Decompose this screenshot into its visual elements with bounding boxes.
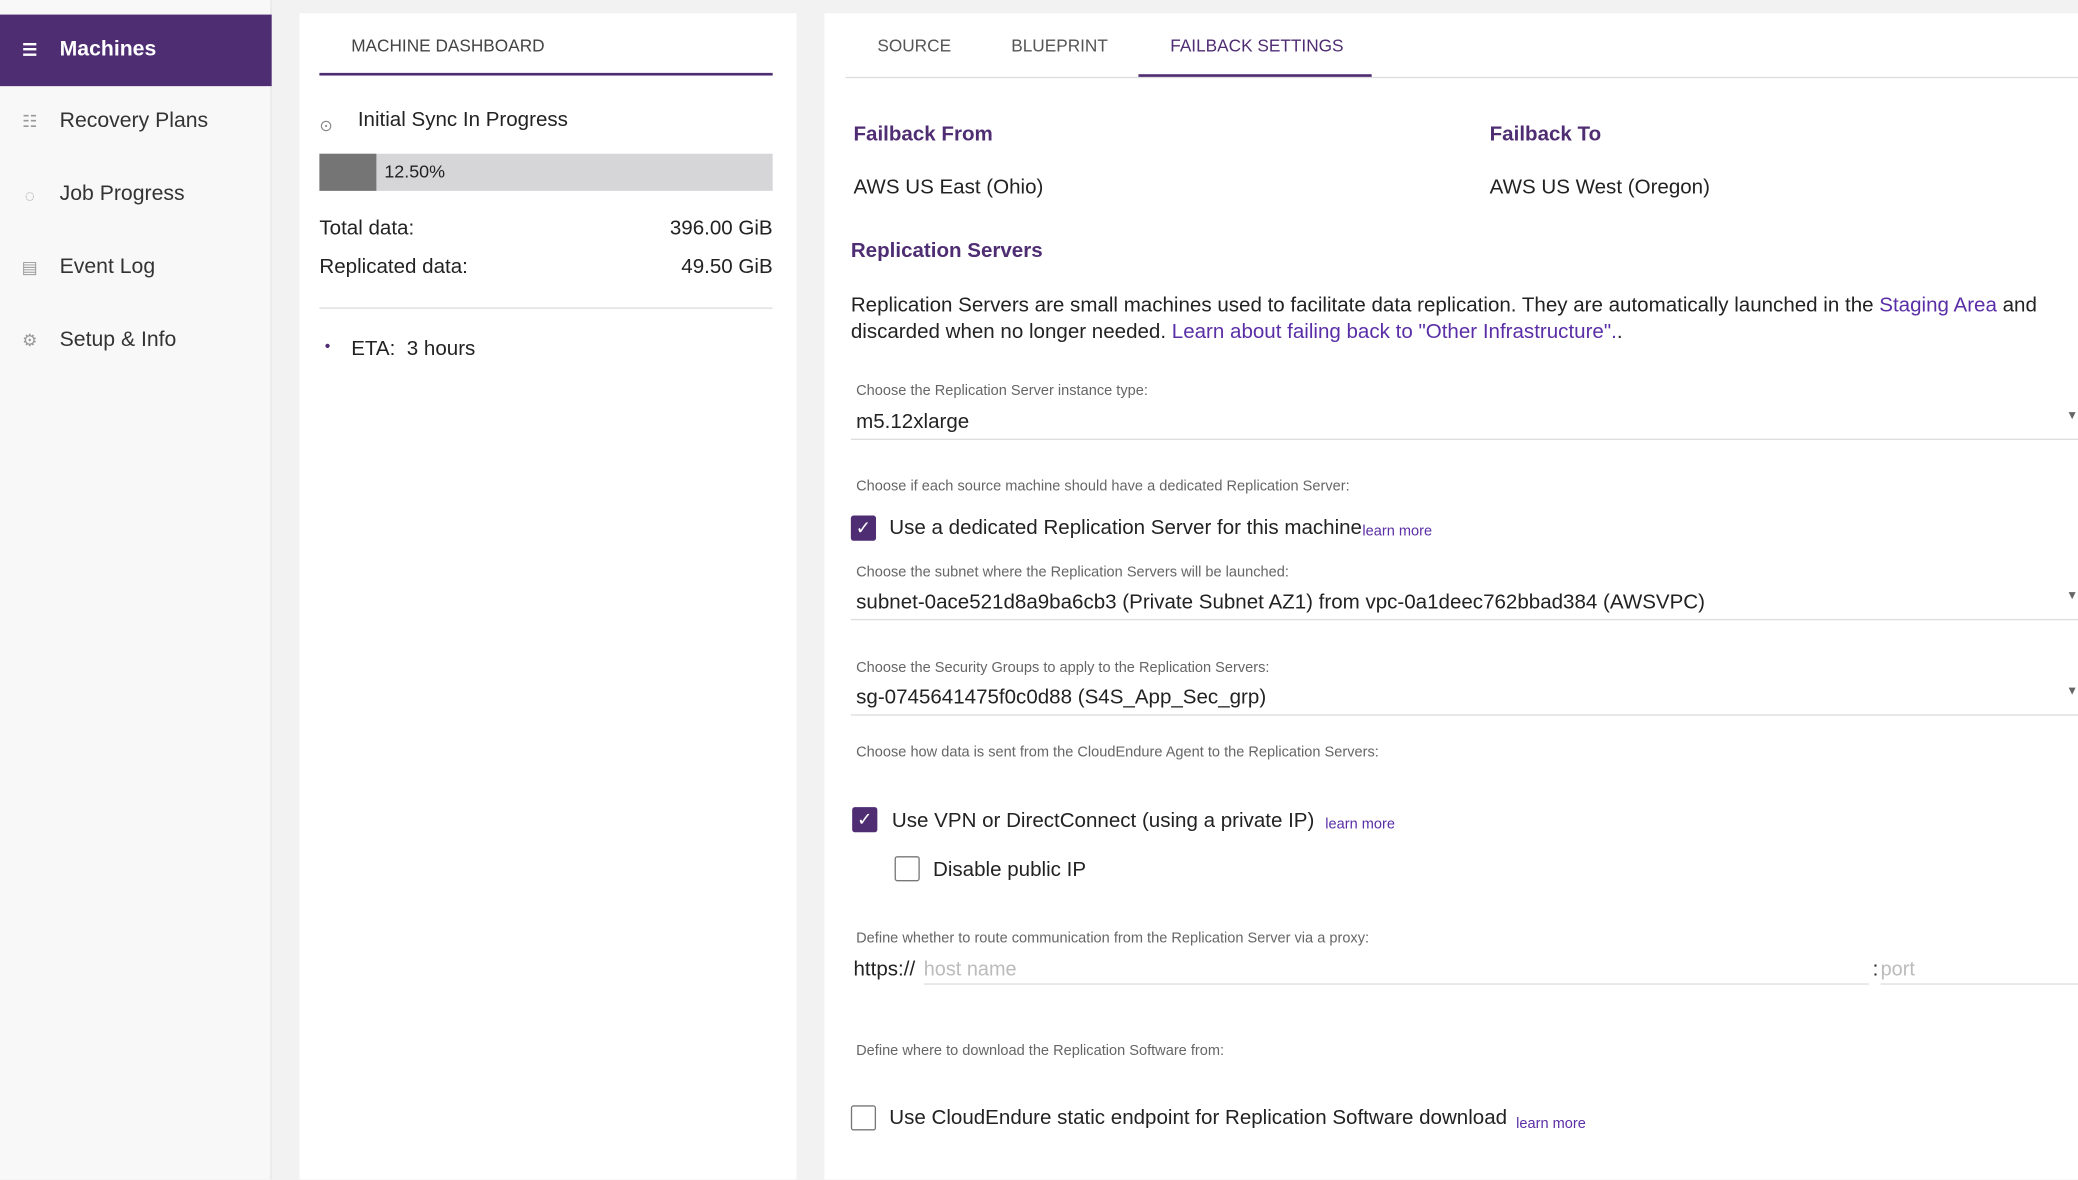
learn-failback-link[interactable]: Learn about failing back to "Other Infra… [1171, 320, 1617, 344]
staging-area-link[interactable]: Staging Area [1879, 294, 1997, 317]
tab-underline [319, 72, 773, 76]
section-title: Replication Servers [850, 239, 1043, 263]
instance-type-label: Choose the Replication Server instance t… [856, 383, 1148, 399]
subnet-label: Choose the subnet where the Replication … [856, 564, 1289, 581]
proxy-host-input[interactable] [923, 955, 1869, 985]
document-icon: ▤ [21, 257, 38, 277]
eta: ETA: 3 hours [351, 337, 476, 361]
gear-icon: ⚙ [22, 329, 38, 350]
disable-public-ip-checkbox[interactable] [894, 856, 920, 882]
dedicated-checkbox[interactable]: ✓ [850, 515, 877, 541]
tab-blueprint[interactable]: BLUEPRINT [1011, 35, 1108, 56]
failback-from-value: AWS US East (Ohio) [853, 176, 1044, 199]
tab-failback-settings[interactable]: FAILBACK SETTINGS [1170, 35, 1344, 56]
sync-icon: ⊙ [319, 116, 333, 136]
data-route-label: Choose how data is sent from the CloudEn… [856, 744, 1379, 761]
tab-source[interactable]: SOURCE [877, 35, 952, 56]
sync-status: Initial Sync In Progress [357, 108, 568, 132]
spinner-icon: ◌ [24, 184, 35, 205]
learn-more-link[interactable]: learn more [1362, 523, 1433, 540]
server-icon: ☰ [22, 39, 38, 60]
progress-label: 12.50% [384, 161, 446, 182]
sidebar-item-setup-info[interactable]: ⚙ Setup & Info [0, 305, 272, 377]
dedicated-label: Choose if each source machine should hav… [856, 478, 1350, 495]
learn-more-link[interactable]: learn more [1325, 816, 1395, 833]
total-data-label: Total data: [319, 217, 415, 240]
total-data-value: 396.00 GiB [669, 217, 773, 240]
sidebar-item-event-log[interactable]: ▤ Event Log [0, 232, 272, 304]
tab-machine-dashboard[interactable]: MACHINE DASHBOARD [351, 35, 545, 56]
subnet-select[interactable]: subnet-0ace521d8a9ba6cb3 (Private Subnet… [850, 588, 2078, 621]
progress-fill [319, 153, 377, 191]
security-groups-label: Choose the Security Groups to apply to t… [856, 659, 1270, 676]
static-endpoint-checkbox[interactable] [850, 1105, 877, 1131]
checklist-icon: ☷ [22, 111, 38, 132]
failback-to-label: Failback To [1489, 123, 1602, 146]
proxy-label: Define whether to route communication fr… [856, 930, 1370, 947]
settings-panel: SOURCE BLUEPRINT FAILBACK SETTINGS Failb… [824, 13, 2078, 1180]
replicated-data-value: 49.50 GiB [681, 255, 773, 279]
port-separator: : [1872, 958, 1879, 981]
sidebar-item-machines[interactable]: ☰ Machines [0, 14, 272, 87]
chevron-down-icon: ▼ [2066, 408, 2078, 422]
failback-to-value: AWS US West (Oregon) [1489, 176, 1710, 199]
proxy-prefix: https:// [853, 958, 916, 981]
disable-public-ip-label: Disable public IP [933, 858, 1087, 882]
vpn-checkbox[interactable]: ✓ [852, 807, 878, 833]
divider [319, 307, 773, 309]
sidebar-item-job-progress[interactable]: ◌ Job Progress [0, 159, 272, 231]
learn-more-link[interactable]: learn more [1516, 1115, 1586, 1132]
dedicated-checkbox-label: Use a dedicated Replication Server for t… [889, 516, 1362, 540]
static-endpoint-label: Use CloudEndure static endpoint for Repl… [889, 1106, 1508, 1130]
tabs-divider [845, 76, 2078, 79]
download-label: Define where to download the Replication… [856, 1043, 1225, 1059]
sidebar: ☰ Machines ☷ Recovery Plans ◌ Job Progress … [0, 0, 272, 1180]
sidebar-item-recovery-plans[interactable]: ☷ Recovery Plans [0, 86, 272, 158]
chevron-down-icon: ▼ [2066, 683, 2078, 698]
chevron-down-icon: ▼ [2066, 588, 2078, 602]
bullet-icon: • [324, 336, 331, 356]
proxy-port-input[interactable] [1880, 955, 2078, 985]
instance-type-select[interactable]: m5.12xlarge ▼ [850, 408, 2078, 440]
tab-underline [1138, 74, 1372, 77]
progress-bar: 12.50% [319, 153, 773, 191]
description: Replication Servers are small machines u… [850, 294, 2037, 344]
security-groups-select[interactable]: sg-0745641475f0c0d88 (S4S_App_Sec_grp) ▼ [850, 683, 2078, 716]
vpn-checkbox-label: Use VPN or DirectConnect (using a privat… [891, 809, 1315, 833]
machine-dashboard-panel: MACHINE DASHBOARD ⊙ Initial Sync In Prog… [299, 13, 797, 1180]
failback-from-label: Failback From [853, 123, 993, 146]
replicated-data-label: Replicated data: [319, 255, 468, 279]
